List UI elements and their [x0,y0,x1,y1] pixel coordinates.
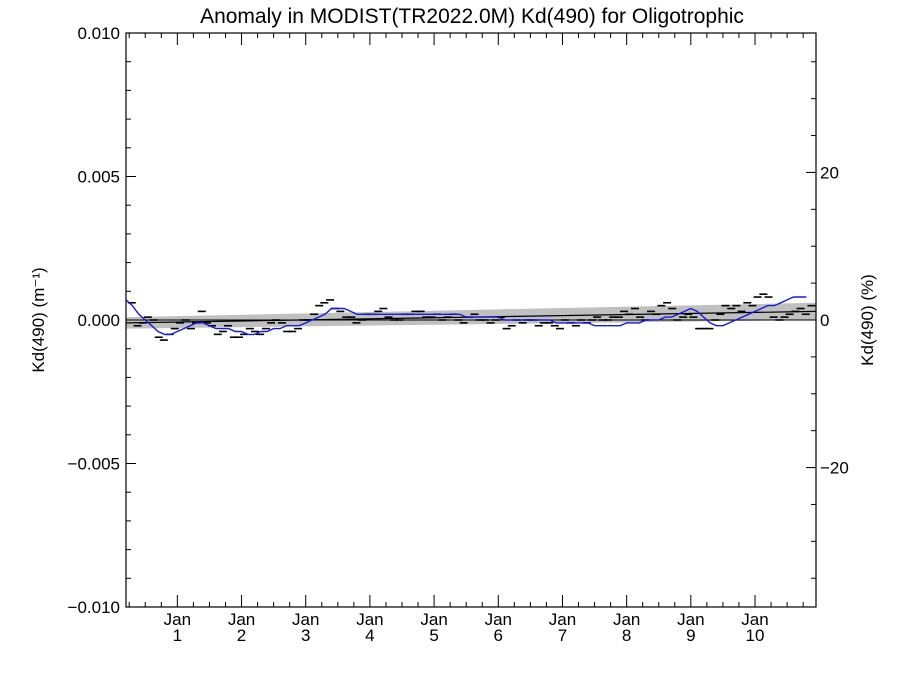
y-axis-label-left: Kd(490) (m⁻¹) [29,267,48,372]
x-tick-label-month: Jan [356,610,383,629]
x-tick-label-year: 3 [301,626,310,645]
x-tick-label-year: 10 [746,626,765,645]
left-tick-label: 0.000 [77,311,120,330]
x-tick-label-year: 2 [237,626,246,645]
x-tick-label-year: 5 [429,626,438,645]
x-tick-label-year: 6 [494,626,503,645]
x-tick-label-month: Jan [164,610,191,629]
left-tick-label: −0.005 [68,455,120,474]
left-tick-label: −0.010 [68,598,120,617]
confidence-band [126,302,816,329]
axis-layer: 0.0100.0050.000−0.005−0.010200−20Jan1Jan… [68,24,849,645]
x-tick-label-year: 9 [686,626,695,645]
x-tick-label-year: 8 [622,626,631,645]
x-tick-label-month: Jan [292,610,319,629]
right-tick-label: 0 [820,311,829,330]
confidence-band-layer [126,302,816,329]
y-axis-label-right: Kd(490) (%) [858,274,877,366]
x-tick-label-year: 1 [173,626,182,645]
smoothed-series-line [125,296,807,336]
right-tick-label: −20 [820,459,849,478]
x-tick-label-month: Jan [741,610,768,629]
x-tick-label-month: Jan [549,610,576,629]
left-tick-label: 0.005 [77,168,120,187]
smoothed-line-layer [125,296,807,336]
x-tick-label-year: 4 [365,626,374,645]
chart-title: Anomaly in MODIST(TR2022.0M) Kd(490) for… [200,5,744,28]
right-tick-label: 20 [820,163,839,182]
x-tick-label-month: Jan [485,610,512,629]
x-tick-label-month: Jan [613,610,640,629]
x-tick-label-year: 7 [558,626,567,645]
left-tick-label: 0.010 [77,24,120,43]
x-tick-label-month: Jan [228,610,255,629]
x-tick-label-month: Jan [677,610,704,629]
x-tick-label-month: Jan [420,610,447,629]
